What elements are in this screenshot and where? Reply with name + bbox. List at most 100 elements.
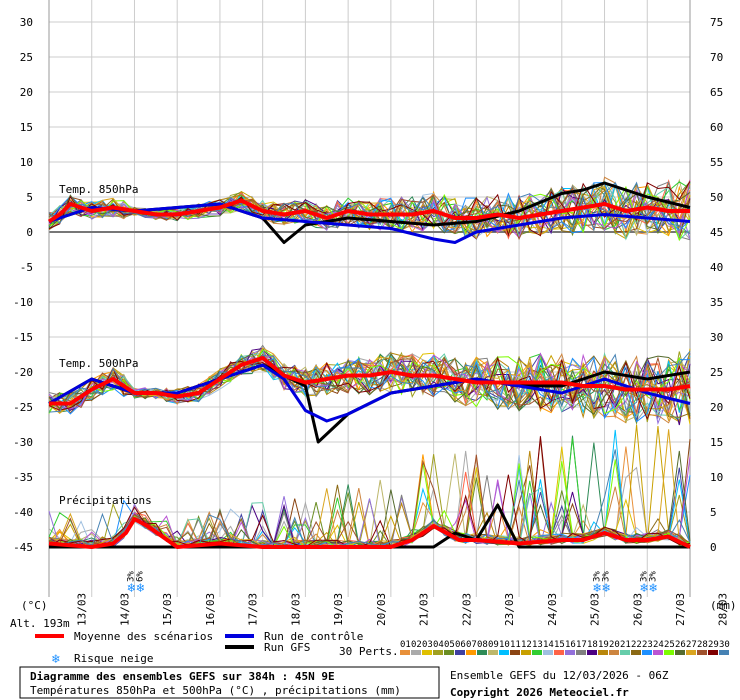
pert-swatch (565, 650, 575, 655)
snowflake-icon: ❄ (51, 652, 60, 667)
pert-label: 14 (543, 640, 554, 650)
pert-swatch (532, 650, 542, 655)
altitude: Alt. 193m (10, 617, 70, 630)
right-tick-label: 15 (710, 436, 723, 449)
left-tick-label: -30 (13, 436, 33, 449)
pert-label: 27 (686, 640, 697, 650)
right-tick-label: 60 (710, 121, 723, 134)
mean-line-precip (48, 517, 691, 549)
pert-label: 29 (708, 640, 719, 650)
right-tick-label: 5 (710, 506, 717, 519)
pert-swatch (620, 650, 630, 655)
pert-swatch (576, 650, 586, 655)
snowflake-icon: ❄ (639, 581, 648, 596)
ensemble-member-line (48, 352, 691, 411)
pert-label: 10 (499, 640, 510, 650)
date-label: 18/03 (289, 593, 302, 626)
date-label: 17/03 (247, 593, 260, 626)
pert-swatch (642, 650, 652, 655)
pert-swatch (719, 650, 729, 655)
pert-label: 20 (609, 640, 620, 650)
pert-swatch (631, 650, 641, 655)
pert-swatch (477, 650, 487, 655)
right-unit: (mm) (710, 599, 737, 612)
left-tick-label: 20 (20, 86, 33, 99)
date-label: 25/03 (589, 593, 602, 626)
pert-label: 18 (587, 640, 598, 650)
pert-label: 21 (620, 640, 631, 650)
snowflake-icon: ❄ (126, 581, 135, 596)
date-labels: 13/03 14/03 15/03 16/03 17/03 18/03 19/03 20/03… (76, 593, 730, 626)
pert-label: 12 (521, 640, 532, 650)
date-label: 20/03 (375, 593, 388, 626)
date-label: 19/03 (332, 593, 345, 626)
pert-swatch (653, 650, 663, 655)
pert-swatch (433, 650, 443, 655)
pert-label: 01 (400, 640, 411, 650)
left-axis-ticks: 30 25 20 15 10 5 0 -5 -10 -15 -20 -25 -30 -35 -40 -45 (13, 16, 33, 554)
pert-label: 28 (697, 640, 708, 650)
snowflake-icon: ❄ (592, 581, 601, 596)
legend-control: Run de contrôle (264, 630, 363, 643)
left-tick-label: -15 (13, 331, 33, 344)
ensemble-member-line (48, 347, 691, 422)
right-tick-label: 45 (710, 226, 723, 239)
pert-label: 26 (675, 640, 686, 650)
grid (48, 0, 691, 597)
pert-label: 11 (510, 640, 521, 650)
snowflake-icon: ❄ (135, 581, 144, 596)
right-tick-label: 10 (710, 471, 723, 484)
main-series (47, 181, 691, 549)
source-label: Ensemble GEFS du 12/03/2026 - 06Z (450, 669, 669, 682)
pert-label: 24 (653, 640, 664, 650)
date-label: 14/03 (118, 593, 131, 626)
control-run-line-t500 (48, 363, 691, 423)
right-tick-label: 30 (710, 331, 723, 344)
snow-percent: 3% (601, 571, 611, 582)
pert-label: 30 (719, 640, 730, 650)
left-tick-label: 0 (26, 226, 33, 239)
date-label: 13/03 (76, 593, 89, 626)
pert-swatch (686, 650, 696, 655)
pert-label: 19 (598, 640, 609, 650)
left-tick-label: 10 (20, 156, 33, 169)
left-tick-label: -45 (13, 541, 33, 554)
pert-label: 22 (631, 640, 642, 650)
pert-label: 03 (422, 640, 433, 650)
legend-snow: Risque neige (74, 652, 153, 665)
pert-swatch (411, 650, 421, 655)
ensemble-member-line (48, 449, 691, 548)
left-tick-label: -40 (13, 506, 33, 519)
label-t850: Temp. 850hPa (59, 183, 138, 196)
left-tick-label: -5 (20, 261, 33, 274)
pert-swatch (499, 650, 509, 655)
pert-label: 16 (565, 640, 576, 650)
pert-swatch (554, 650, 564, 655)
pert-label: 04 (433, 640, 444, 650)
pert-swatch (466, 650, 476, 655)
date-label: 16/03 (204, 593, 217, 626)
pert-label: 06 (455, 640, 466, 650)
pert-label: 23 (642, 640, 653, 650)
right-tick-label: 50 (710, 191, 723, 204)
label-t500: Temp. 500hPa (59, 357, 138, 370)
pert-label: 05 (444, 640, 455, 650)
right-tick-label: 55 (710, 156, 723, 169)
right-tick-label: 20 (710, 401, 723, 414)
date-label: 27/03 (674, 593, 687, 626)
pert-swatch (543, 650, 553, 655)
pert-swatch (664, 650, 674, 655)
left-tick-label: 30 (20, 16, 33, 29)
snowflake-icon: ❄ (601, 581, 610, 596)
mean-line-t500 (49, 356, 691, 406)
pert-swatch (598, 650, 608, 655)
pert-swatch (455, 650, 465, 655)
date-label: 28/03 (717, 593, 730, 626)
date-label: 23/03 (503, 593, 516, 626)
snow-percent: 6% (135, 571, 145, 582)
left-tick-label: -20 (13, 366, 33, 379)
date-label: 26/03 (631, 593, 644, 626)
snow-marks: ❄3%❄6%❄3%❄3%❄3%❄3% (126, 571, 658, 596)
